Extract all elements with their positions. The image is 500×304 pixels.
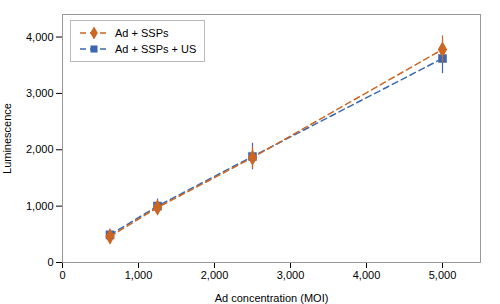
html-text:Ad + SSPs: Ad + SSPs (115, 27, 169, 39)
svg-text:Ad concentration (MOI): Ad concentration (MOI) (215, 292, 329, 304)
svg-text:0: 0 (59, 269, 65, 281)
html-text:Ad + SSPs + US: Ad + SSPs + US (115, 43, 197, 55)
svg-text:4,000: 4,000 (353, 269, 381, 281)
svg-text:2,000: 2,000 (201, 269, 229, 281)
svg-text:3,000: 3,000 (26, 87, 54, 99)
svg-text:1,000: 1,000 (125, 269, 153, 281)
svg-text:3,000: 3,000 (277, 269, 305, 281)
svg-text:5,000: 5,000 (429, 269, 457, 281)
svg-text:1,000: 1,000 (26, 200, 54, 212)
svg-text:2,000: 2,000 (26, 143, 54, 155)
svg-text:4,000: 4,000 (26, 31, 54, 43)
svg-text:0: 0 (47, 256, 53, 268)
svg-text:Luminescence: Luminescence (1, 103, 13, 174)
